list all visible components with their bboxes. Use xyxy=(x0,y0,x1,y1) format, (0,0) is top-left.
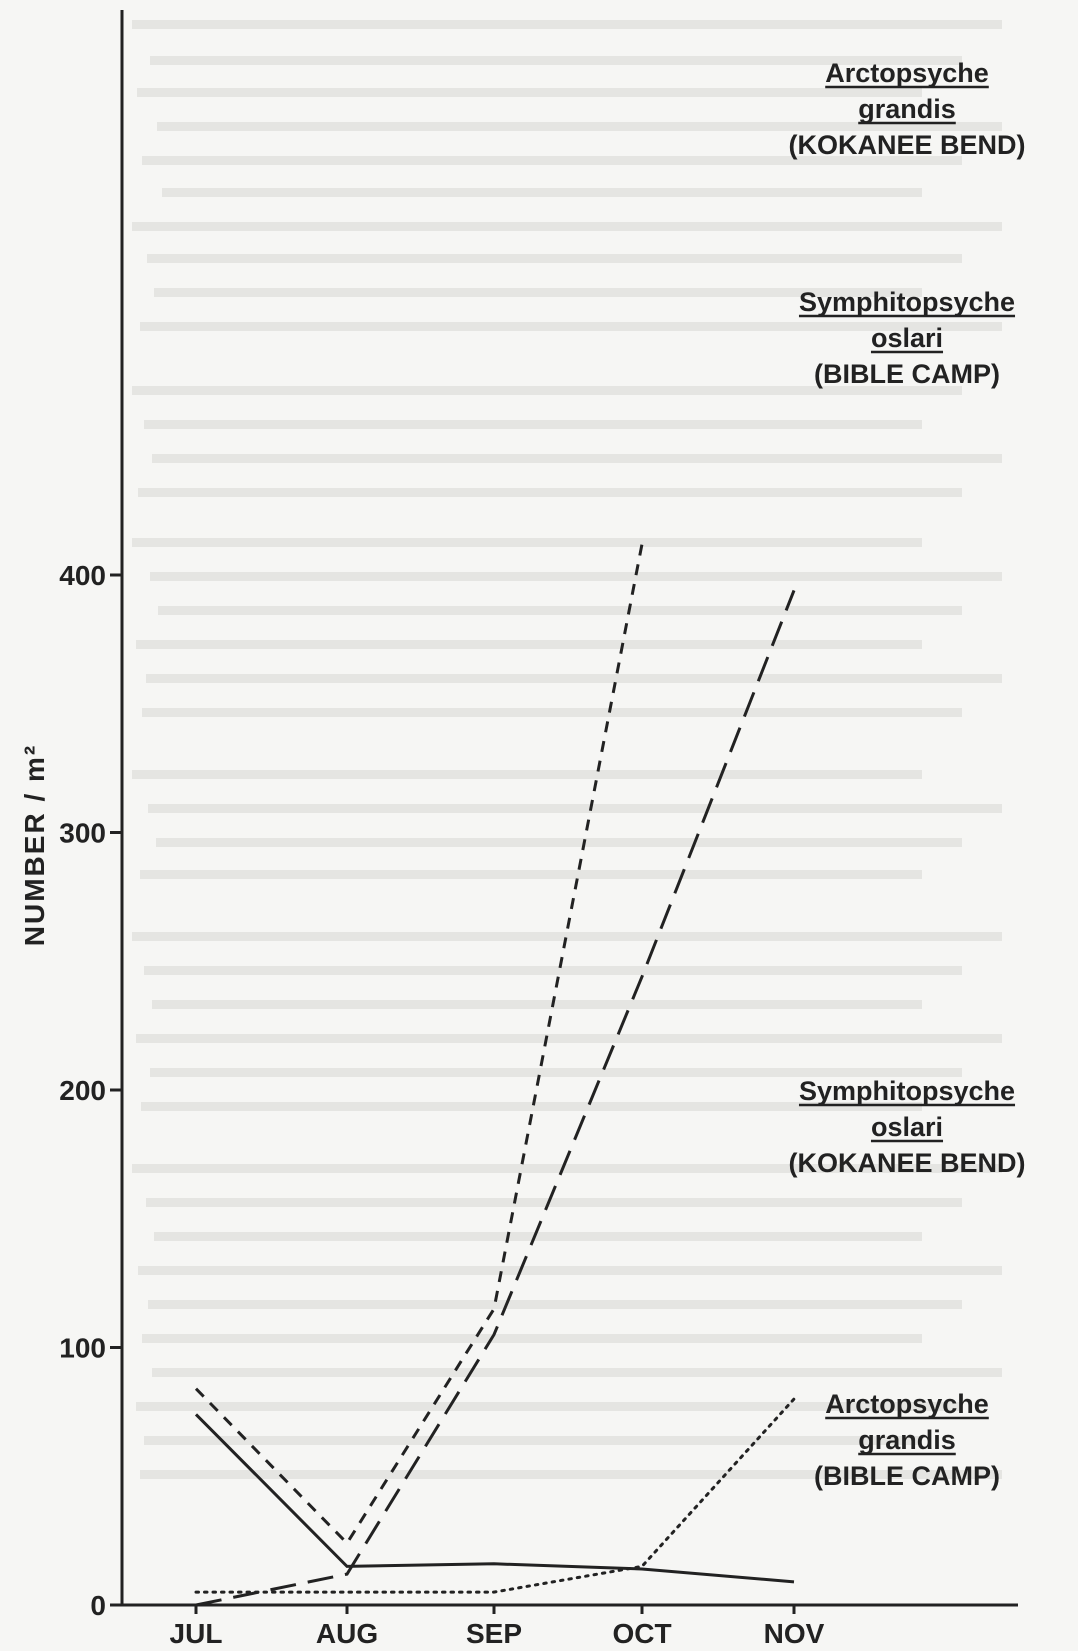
background-text-line xyxy=(141,1102,922,1111)
background-text-line xyxy=(148,1300,962,1309)
background-text-line xyxy=(146,674,1002,683)
background-text-line xyxy=(140,870,922,879)
background-text-line xyxy=(138,1266,1002,1275)
background-text-line xyxy=(150,56,962,65)
background-text-line xyxy=(132,770,922,779)
background-text-line xyxy=(144,966,962,975)
series-label-line: (BIBLE CAMP) xyxy=(814,1461,1000,1491)
background-text-line xyxy=(132,538,922,547)
series-label-3: Symphitopsyche oslari (KOKANEE BEND) xyxy=(788,1076,1025,1178)
series-label-line: Symphitopsyche xyxy=(799,287,1015,317)
y-tick-label: 200 xyxy=(59,1075,106,1106)
background-text-line xyxy=(140,322,1002,331)
background-text-line xyxy=(144,1436,922,1445)
series-label-line: (KOKANEE BEND) xyxy=(788,1148,1025,1178)
background-text-line xyxy=(140,1470,1002,1479)
series-line-4 xyxy=(194,1413,795,1584)
series-label-line: oslari xyxy=(871,323,943,353)
series-label-line: Symphitopsyche xyxy=(799,1076,1015,1106)
y-tick-label: 100 xyxy=(59,1333,106,1364)
x-tick-label: JUL xyxy=(170,1618,223,1649)
y-tick-label: 300 xyxy=(59,818,106,849)
series-line-1 xyxy=(195,589,796,1607)
background-text-line xyxy=(154,1232,922,1241)
background-text-line xyxy=(142,708,962,717)
background-text-line xyxy=(138,488,962,497)
background-text-line xyxy=(154,288,922,297)
background-text-line xyxy=(150,1068,962,1077)
x-tick-label: NOV xyxy=(764,1618,825,1649)
series-label-line: grandis xyxy=(858,1425,956,1455)
series-label-2: Symphitopsyche oslari (BIBLE CAMP) xyxy=(798,287,1016,389)
series-label-line: Arctopsyche xyxy=(825,1389,989,1419)
background-text-line xyxy=(132,20,1002,29)
background-text-line xyxy=(152,454,1002,463)
background-text-line xyxy=(136,640,922,649)
background-text-line xyxy=(148,804,1002,813)
series-line-2 xyxy=(194,543,644,1546)
background-text-line xyxy=(137,88,922,97)
background-text-line xyxy=(152,1000,922,1009)
background-text-line xyxy=(132,222,1002,231)
y-axis-title: NUMBER / m² xyxy=(19,744,50,946)
series-label-4: Arctopsyche grandis (BIBLE CAMP) xyxy=(814,1389,1000,1491)
series-label-line: oslari xyxy=(871,1112,943,1142)
x-tick-label: AUG xyxy=(316,1618,378,1649)
background-text-line xyxy=(147,254,962,263)
background-text-line xyxy=(152,1368,1002,1377)
axes: 0 100 200 300 400 JUL AUG SEP OCT NOV NUMBER / m² xyxy=(19,10,1018,1649)
series-label-line: grandis xyxy=(858,94,956,124)
background-text-line xyxy=(146,1198,962,1207)
background-text-line xyxy=(158,606,962,615)
background-text-line xyxy=(144,420,922,429)
background-text-line xyxy=(142,1334,922,1343)
background-text-line xyxy=(136,1402,962,1411)
background-text-line xyxy=(132,386,962,395)
series-layer xyxy=(194,543,796,1607)
series-line-3 xyxy=(194,1397,796,1594)
background-text-line xyxy=(156,838,962,847)
y-tick-label: 0 xyxy=(90,1590,106,1621)
faint-background-text-texture xyxy=(132,20,1002,1479)
series-label-line: (KOKANEE BEND) xyxy=(788,130,1025,160)
background-text-line xyxy=(132,932,1002,941)
background-text-line xyxy=(157,122,1002,131)
y-tick-label: 400 xyxy=(59,560,106,591)
x-tick-label: SEP xyxy=(466,1618,522,1649)
series-label-1: Arctopsyche grandis (KOKANEE BEND) xyxy=(788,58,1025,160)
series-label-line: (BIBLE CAMP) xyxy=(814,359,1000,389)
background-text-line xyxy=(142,156,962,165)
background-text-line xyxy=(136,1034,1002,1043)
background-text-line xyxy=(150,572,1002,581)
x-tick-label: OCT xyxy=(612,1618,671,1649)
background-text-line xyxy=(132,1164,1002,1173)
series-label-line: Arctopsyche xyxy=(825,58,989,88)
background-text-line xyxy=(162,188,922,197)
